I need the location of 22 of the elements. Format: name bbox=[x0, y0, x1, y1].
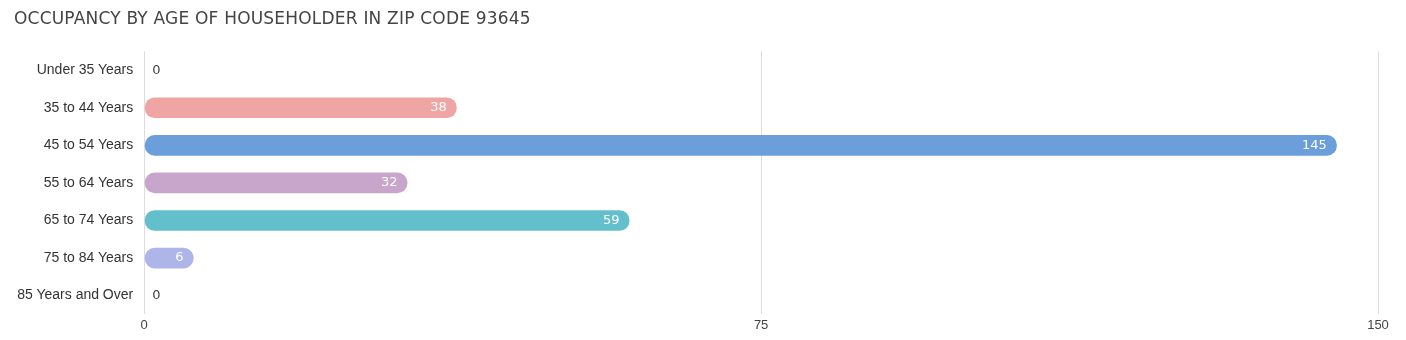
bar bbox=[144, 135, 1337, 156]
y-tick-label: 55 to 64 Years bbox=[43, 173, 134, 190]
x-tick-label: 0 bbox=[140, 316, 148, 332]
data-label: 145 bbox=[1302, 136, 1327, 152]
y-tick-label: Under 35 Years bbox=[36, 61, 134, 78]
y-tick-label: 75 to 84 Years bbox=[43, 248, 134, 265]
data-label: 0 bbox=[152, 61, 161, 77]
data-label: 6 bbox=[175, 249, 184, 265]
data-label: 32 bbox=[380, 174, 398, 190]
data-label: 38 bbox=[430, 99, 447, 115]
data-label: 59 bbox=[602, 211, 620, 227]
bar bbox=[144, 97, 457, 119]
bar bbox=[144, 210, 630, 231]
y-tick-label: 85 Years and Over bbox=[17, 286, 134, 303]
y-tick-label: 65 to 74 Years bbox=[43, 211, 134, 228]
x-tick-label: 150 bbox=[1367, 316, 1389, 332]
chart-title: OCCUPANCY BY AGE OF HOUSEHOLDER IN ZIP CODE 93645 bbox=[14, 8, 531, 28]
x-tick-label: 75 bbox=[753, 316, 769, 332]
bar bbox=[144, 172, 408, 194]
y-tick-label: 45 to 54 Years bbox=[43, 136, 134, 153]
y-tick-label: 35 to 44 Years bbox=[43, 98, 134, 115]
data-label: 0 bbox=[152, 286, 161, 302]
